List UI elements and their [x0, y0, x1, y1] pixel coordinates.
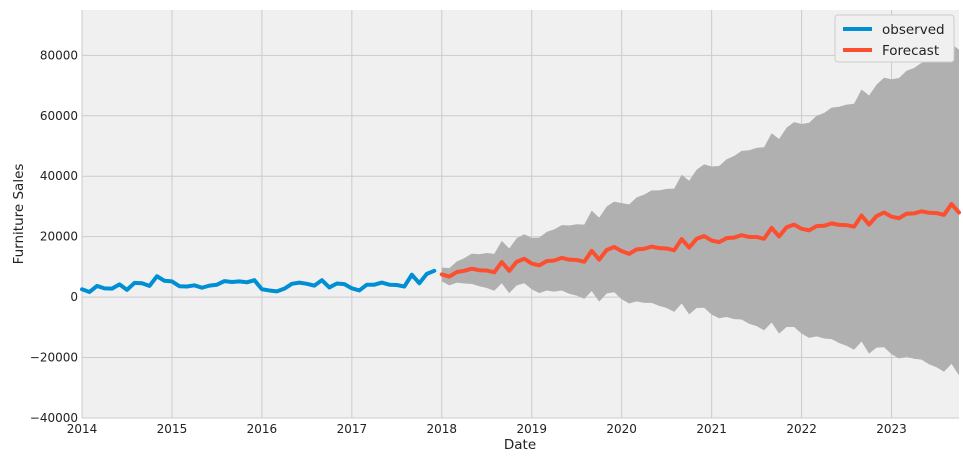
- x-tick-label: 2019: [516, 422, 547, 436]
- observed-series-line: [80, 268, 437, 294]
- x-tick-label: 2021: [696, 422, 727, 436]
- legend-label-observed: observed: [882, 22, 945, 38]
- y-tick-label: 20000: [40, 230, 78, 244]
- x-tick-label: 2017: [337, 422, 368, 436]
- x-axis-label: Date: [504, 437, 536, 453]
- confidence-interval-band: [441, 44, 959, 376]
- x-tick-label: 2023: [876, 422, 907, 436]
- x-tick-label: 2014: [67, 422, 98, 436]
- x-tick-label: 2022: [786, 422, 817, 436]
- y-tick-label: 80000: [40, 48, 78, 62]
- y-tick-label: −20000: [30, 351, 78, 365]
- y-tick-label: 0: [70, 290, 78, 304]
- y-axis-ticks: −40000 −20000 0 20000 40000 60000 80000: [30, 48, 78, 425]
- legend-label-forecast: Forecast: [882, 43, 939, 59]
- y-tick-label: 40000: [40, 169, 78, 183]
- x-tick-label: 2020: [606, 422, 637, 436]
- y-tick-label: 60000: [40, 109, 78, 123]
- x-axis-ticks: 2014 2015 2016 2017 2018 2019 2020 2021 2022 2023: [67, 422, 907, 436]
- y-axis-label: Furniture Sales: [11, 164, 27, 265]
- x-tick-label: 2015: [157, 422, 188, 436]
- y-tick-label: −40000: [30, 411, 78, 425]
- forecast-series-line: [439, 202, 961, 279]
- x-tick-label: 2018: [427, 422, 458, 436]
- legend: observed Forecast: [834, 14, 955, 63]
- x-tick-label: 2016: [247, 422, 278, 436]
